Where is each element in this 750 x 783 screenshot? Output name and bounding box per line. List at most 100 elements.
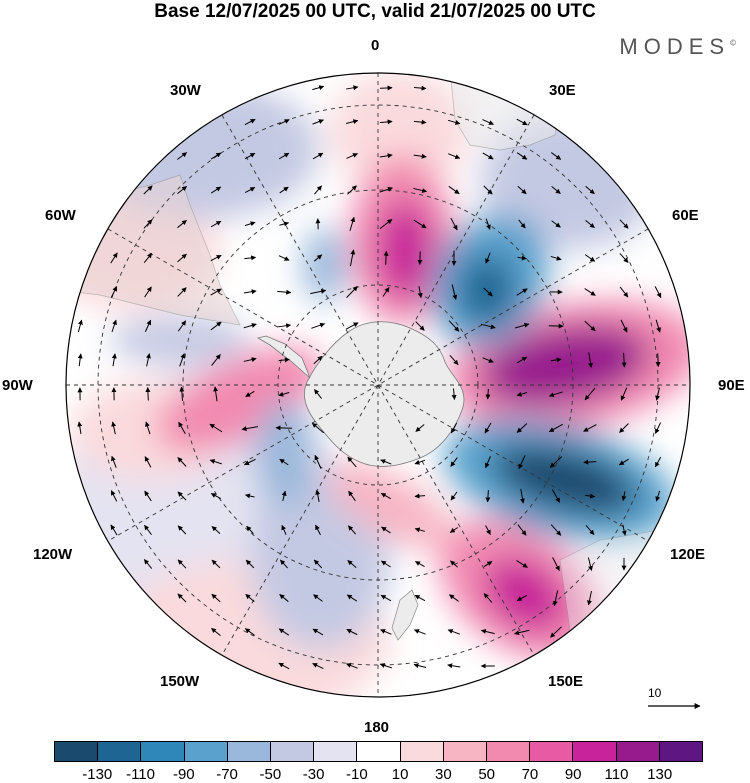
wind-vector-arrow [177, 287, 187, 297]
wind-vector-arrow [585, 493, 596, 499]
wind-vector-arrow [210, 493, 221, 499]
lon-label-60w: 60W [45, 207, 76, 224]
wind-vector-arrow [245, 493, 255, 499]
wind-vector-arrow [211, 526, 221, 534]
wind-vector-arrow [281, 490, 287, 501]
wind-vector-arrow [383, 250, 389, 265]
wind-vector-arrow [244, 255, 257, 261]
wind-vector-arrow [448, 185, 460, 195]
wind-vector-arrow [144, 524, 152, 536]
wind-vector-arrow [143, 559, 153, 569]
colorbar-segment [443, 742, 488, 761]
wind-vector-arrow [517, 255, 527, 261]
wind-vector-arrow [550, 255, 562, 261]
wind-vector-arrow [210, 152, 222, 160]
colorbar-segment [400, 742, 444, 761]
lon-label-180: 180 [364, 719, 390, 736]
wind-vector-arrow [311, 422, 325, 434]
wind-vector-arrow [315, 489, 321, 502]
wind-vector-arrow [244, 221, 256, 227]
wind-vector-arrow [414, 493, 426, 499]
wind-vector-arrow [449, 355, 459, 366]
wind-vector-arrow [618, 458, 629, 466]
wind-vector-arrow [110, 252, 118, 264]
wind-vector-arrow [413, 153, 427, 159]
wind-vector-arrow [518, 219, 526, 229]
lon-label-30w: 30W [170, 82, 201, 99]
wind-vector-arrow [482, 152, 494, 160]
wind-vector-arrow [516, 391, 528, 397]
brand-mark: © [730, 38, 736, 48]
wind-vector-arrow [620, 387, 628, 401]
wind-vector-arrow [346, 594, 358, 602]
wind-vector-arrow [314, 389, 322, 399]
wind-vector-arrow [349, 249, 356, 267]
wind-vector-arrow [514, 322, 530, 329]
wind-vector-arrow [281, 524, 287, 535]
wind-vector-arrow [379, 85, 393, 91]
wind-vector-arrow [584, 320, 596, 332]
wind-vector-arrow [246, 525, 254, 535]
wind-vector-arrow [483, 287, 493, 297]
wind-vector-arrow [382, 287, 390, 297]
wind-vector-arrow [346, 628, 358, 636]
wind-vector-arrow [551, 186, 561, 194]
wind-vector-arrow [143, 185, 153, 195]
wind-vector-arrow [380, 560, 391, 568]
wind-vector-arrow [516, 118, 528, 126]
wind-vector-arrow [244, 458, 256, 466]
wind-vector-arrow [143, 252, 153, 263]
wind-vector-arrow [485, 525, 491, 535]
wind-vector-arrow [482, 119, 494, 125]
wind-vector-arrow [110, 490, 118, 502]
wind-vector-arrow [584, 254, 596, 262]
map-disk [66, 73, 690, 697]
wind-vector-arrow [516, 152, 528, 160]
colorbar-segment [271, 742, 315, 761]
wind-vector-arrow [519, 488, 525, 504]
wind-vector-arrow [380, 492, 392, 500]
wind-vector-arrow [654, 422, 662, 434]
colorbar-tick-label: -70 [216, 766, 238, 783]
wind-vector-arrow [77, 421, 83, 435]
wind-vector-arrow [179, 353, 186, 367]
wind-vector-arrow [177, 186, 187, 194]
colorbar-segment [573, 742, 617, 761]
wind-vector-arrow [210, 186, 222, 194]
colorbar-segment [616, 742, 660, 761]
wind-vector-arrow [447, 629, 461, 635]
wind-vector-arrow [178, 421, 186, 435]
wind-vector-arrow [348, 490, 356, 502]
wind-vector-arrow [414, 594, 426, 602]
wind-vector-arrow [518, 455, 526, 470]
wind-vector-arrow [583, 424, 597, 432]
wind-vectors [77, 85, 662, 670]
wind-vector-arrow [177, 593, 187, 603]
colorbar-segment [98, 742, 142, 761]
colorbar-segment [184, 742, 228, 761]
wind-vector-arrow [346, 119, 359, 125]
wind-vector-arrow [619, 423, 629, 433]
brand-text: MODES [619, 34, 731, 59]
wind-vector-arrow [347, 456, 357, 468]
colorbar-segment [659, 742, 703, 761]
colorbar-tick-label: 90 [564, 766, 582, 783]
wind-vector-arrow [517, 185, 527, 195]
wind-vector-arrow [619, 286, 629, 298]
wind-vector-arrow [483, 593, 493, 603]
wind-vector-arrow [144, 286, 152, 298]
wind-vector-arrow [279, 594, 289, 602]
graticule [66, 73, 690, 697]
wind-vector-arrow [313, 254, 323, 262]
wind-vector-arrow [144, 456, 152, 468]
africa-land [449, 73, 561, 151]
wind-vector-arrow [313, 355, 323, 365]
wind-vector-arrow [280, 559, 288, 569]
wind-vector-arrow [482, 357, 494, 363]
wind-vector-arrow [414, 527, 425, 533]
wind-vector-arrow [415, 560, 425, 568]
wind-vector-arrow [210, 220, 222, 228]
wind-vector-arrow [381, 526, 391, 534]
wind-vector-arrow [347, 560, 357, 568]
wind-vector-arrow [211, 593, 221, 603]
